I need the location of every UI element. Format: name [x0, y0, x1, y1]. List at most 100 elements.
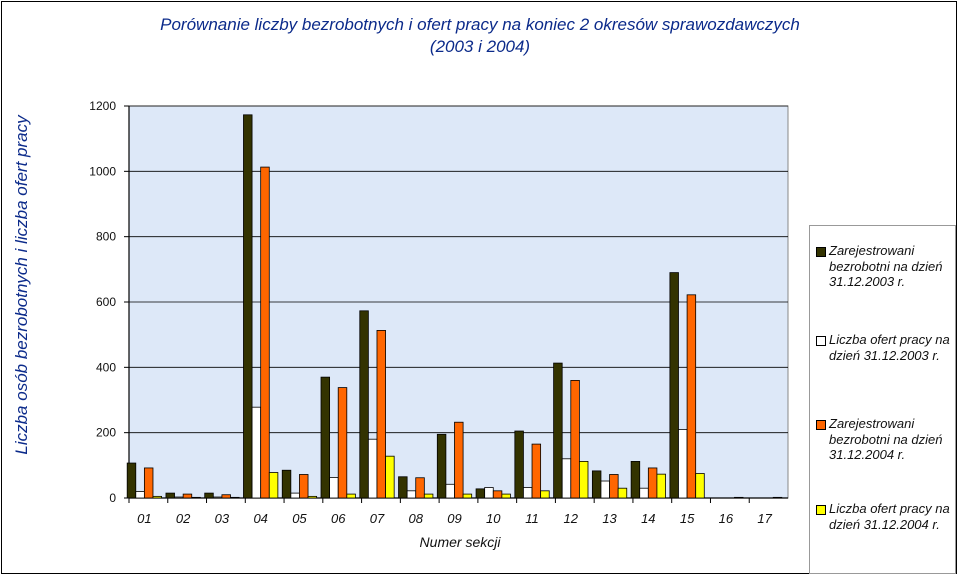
legend-label: Zarejestrowani bezrobotni na dzień 31.12…	[829, 243, 943, 289]
bar	[165, 492, 175, 499]
chart-title: Porównanie liczby bezrobotnych i ofert p…	[0, 14, 960, 58]
x-tick-label: 02	[176, 511, 191, 526]
bar	[251, 406, 262, 499]
bar	[135, 491, 145, 499]
bar	[221, 494, 231, 499]
x-tick-label: 03	[215, 511, 230, 526]
y-tick-label: 600	[96, 295, 116, 309]
bar	[329, 477, 339, 499]
bar	[630, 461, 641, 499]
bar	[152, 495, 162, 499]
x-tick-label: 15	[680, 511, 695, 526]
bar	[686, 294, 697, 499]
legend-label: Liczba ofert pracy na dzień 31.12.2003 r…	[829, 332, 950, 363]
x-tick-label: 16	[719, 511, 734, 526]
x-tick-label: 12	[564, 511, 579, 526]
legend-swatch	[816, 247, 826, 257]
x-tick-label: 17	[757, 511, 772, 526]
x-tick-label: 10	[486, 511, 501, 526]
x-tick-label: 08	[409, 511, 424, 526]
bar	[174, 496, 184, 499]
bar	[281, 469, 292, 499]
bar	[260, 166, 270, 499]
legend-swatch	[816, 505, 826, 515]
legend-label: Zarejestrowani bezrobotni na dzień 31.12…	[829, 416, 943, 462]
bar	[204, 492, 214, 499]
bar	[243, 114, 253, 499]
bar	[320, 376, 331, 499]
bar	[398, 476, 408, 499]
x-tick-label: 01	[137, 511, 151, 526]
bar	[492, 490, 503, 499]
bar	[230, 496, 240, 499]
chart-title-line: Porównanie liczby bezrobotnych i ofert p…	[160, 15, 800, 34]
x-tick-label: 05	[292, 511, 307, 526]
x-tick-label: 06	[331, 511, 346, 526]
bar	[561, 458, 572, 499]
bar	[191, 496, 201, 499]
bar	[406, 490, 417, 499]
x-tick-label: 11	[525, 511, 539, 526]
bar	[578, 461, 589, 499]
bar	[126, 462, 137, 499]
bar	[772, 496, 783, 499]
bar	[337, 387, 348, 499]
bar	[385, 455, 395, 499]
bar	[540, 490, 550, 499]
y-tick-label: 1000	[89, 164, 116, 178]
x-tick-label: 13	[602, 511, 617, 526]
bar	[600, 480, 610, 499]
bar	[647, 467, 658, 499]
bar	[367, 438, 378, 499]
bar	[423, 493, 434, 499]
bar	[609, 474, 619, 499]
y-tick-label: 800	[96, 230, 116, 244]
bar	[617, 487, 628, 499]
bar	[501, 493, 511, 499]
x-tick-label: 09	[447, 511, 461, 526]
bar	[299, 474, 309, 499]
bar	[376, 330, 386, 499]
bar	[359, 310, 369, 499]
bar	[484, 487, 494, 499]
bar	[290, 492, 300, 499]
legend-swatch	[816, 336, 826, 346]
bar	[639, 487, 649, 499]
bar	[514, 430, 524, 499]
bar	[553, 362, 563, 499]
x-axis-label: Numer sekcji	[419, 534, 501, 550]
bar	[695, 473, 705, 499]
y-tick-label: 200	[96, 426, 116, 440]
bar	[415, 477, 425, 499]
bar	[182, 493, 193, 499]
bar	[656, 473, 666, 499]
bar	[669, 272, 679, 499]
y-tick-label: 0	[109, 491, 116, 505]
bar	[475, 488, 486, 499]
bar	[436, 433, 447, 499]
bar	[212, 496, 223, 499]
chart-subtitle: (2003 i 2004)	[429, 37, 531, 56]
bar	[445, 483, 455, 499]
bar	[346, 493, 356, 499]
bar	[531, 443, 542, 499]
bar	[734, 496, 744, 499]
x-tick-label: 14	[641, 511, 655, 526]
bar	[678, 428, 688, 499]
bar	[143, 467, 154, 499]
bar	[307, 495, 318, 499]
legend-swatch	[816, 420, 826, 430]
x-tick-label: 04	[253, 511, 267, 526]
legend-label: Liczba ofert pracy na dzień 31.12.2004 r…	[829, 501, 950, 532]
bar	[268, 472, 279, 499]
legend: Zarejestrowani bezrobotni na dzień 31.12…	[809, 225, 956, 574]
bar	[454, 421, 464, 499]
bar	[570, 379, 580, 499]
y-tick-label: 400	[96, 360, 116, 374]
x-tick-label: 07	[370, 511, 385, 526]
bar	[523, 487, 533, 499]
bar	[462, 493, 473, 499]
bar	[591, 470, 602, 499]
